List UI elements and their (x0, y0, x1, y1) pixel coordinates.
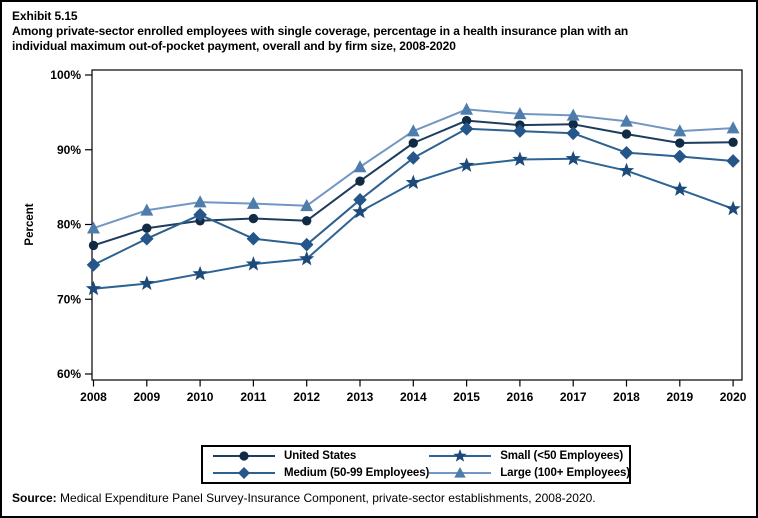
y-axis-tick-label: 70% (57, 292, 81, 306)
chart-title-line-2: individual maximum out-of-pocket payment… (12, 39, 456, 53)
series-line (93, 127, 734, 266)
x-axis-tick-label: 2008 (80, 390, 107, 404)
chart-title-line-1: Among private-sector enrolled employees … (12, 24, 629, 38)
y-axis-title: Percent (24, 203, 36, 245)
circle-legend-marker-icon (213, 451, 275, 461)
y-axis-tick-label: 60% (57, 367, 81, 381)
data-point-marker (299, 250, 315, 266)
x-axis-tick-label: 2020 (720, 390, 747, 404)
data-point-marker (728, 137, 738, 147)
x-axis: 2008 2009 2010 2011 2012 2013 2014 2015 2016 2017… (80, 380, 747, 404)
data-point-marker (246, 196, 260, 209)
x-axis-tick-label: 2015 (453, 390, 480, 404)
data-point-marker (568, 119, 578, 130)
data-point-marker (565, 150, 581, 166)
legend-label: Medium (50-99 Employees) (284, 466, 430, 479)
legend-item-medium-50-99-employees: Medium (50-99 Employees) (213, 465, 429, 481)
y-axis-tick-label: 100% (50, 68, 81, 82)
data-point-marker (460, 102, 474, 115)
data-point-marker (619, 145, 634, 160)
data-point-marker (725, 200, 741, 216)
data-point-marker (672, 181, 688, 196)
x-axis-tick-label: 2017 (560, 390, 587, 404)
data-point-marker (246, 231, 261, 246)
data-point-marker (675, 138, 685, 148)
data-point-marker (245, 256, 262, 271)
data-point-marker (726, 154, 740, 168)
data-point-marker (726, 121, 740, 134)
data-point-marker (192, 265, 208, 281)
data-point-marker (353, 193, 367, 207)
data-point-marker (302, 216, 312, 226)
data-point-marker (193, 195, 207, 208)
star-legend-marker-icon (429, 449, 492, 462)
data-point-marker (87, 221, 100, 234)
legend-label: United States (284, 450, 357, 463)
data-point-marker (86, 258, 101, 272)
data-point-marker (408, 138, 418, 148)
exhibit-number: Exhibit 5.15 (12, 9, 78, 23)
data-point-marker (355, 176, 365, 186)
legend-item-large-100-employees: Large (100+ Employees) (429, 465, 630, 481)
data-point-marker (139, 275, 155, 291)
data-point-marker (406, 124, 420, 137)
data-point-marker (512, 151, 528, 166)
x-axis-tick-label: 2019 (666, 390, 693, 404)
x-axis-tick-label: 2009 (133, 390, 160, 404)
title-block: Exhibit 5.15 Among private-sector enroll… (12, 9, 752, 54)
plot-frame (91, 69, 743, 381)
data-point-marker (458, 157, 475, 172)
data-point-marker (673, 149, 687, 164)
x-axis-tick-label: 2011 (240, 390, 266, 404)
x-axis-tick-label: 2018 (613, 390, 640, 404)
legend-label: Small (<50 Employees) (500, 450, 624, 463)
x-axis-tick-label: 2010 (187, 390, 214, 404)
legend-item-united-states: United States (213, 448, 429, 464)
y-axis-tick-label: 80% (57, 218, 81, 232)
data-point-marker (566, 108, 580, 121)
data-point-marker (406, 151, 421, 165)
legend-item-small-50-employees: Small (<50 Employees) (429, 448, 630, 464)
legend-label: Large (100+ Employees) (500, 466, 631, 479)
y-axis-tick-label: 90% (57, 143, 81, 157)
data-point-marker (673, 124, 687, 137)
data-point-marker (513, 107, 527, 120)
x-axis-tick-label: 2013 (347, 390, 374, 404)
source-note: Source: Medical Expenditure Panel Survey… (12, 491, 596, 505)
series-medium-50-99-employees (86, 122, 740, 272)
data-point-marker (621, 129, 632, 139)
data-point-marker (459, 122, 474, 136)
chart-legend: United States Medium (50-99 Employees) Sma… (201, 445, 631, 484)
source-label: Source: (12, 491, 57, 505)
series-large-100-employees (87, 102, 740, 234)
data-point-marker (618, 162, 635, 178)
data-point-marker (142, 223, 152, 233)
data-point-marker (140, 203, 154, 216)
data-point-marker (248, 213, 259, 224)
x-axis-tick-label: 2014 (400, 390, 427, 404)
x-axis-tick-label: 2016 (507, 390, 534, 404)
data-point-marker (299, 237, 314, 252)
diamond-legend-marker-icon (213, 466, 275, 479)
triangle-legend-marker-icon (429, 466, 492, 478)
data-point-marker (405, 174, 421, 190)
data-point-marker (85, 280, 102, 296)
data-point-marker (566, 126, 580, 141)
data-point-marker (300, 199, 314, 212)
data-point-marker (193, 207, 207, 222)
data-point-marker (352, 203, 368, 219)
series-small-50-employees (85, 150, 741, 296)
data-point-marker (461, 115, 472, 126)
data-point-marker (513, 124, 527, 138)
data-point-marker (140, 231, 154, 246)
y-axis: 60% 70% 80% 90% 100% Percent (24, 68, 92, 381)
data-point-marker (353, 160, 367, 173)
data-point-marker (88, 240, 99, 251)
source-text: Medical Expenditure Panel Survey-Insuran… (56, 491, 596, 505)
x-axis-tick-label: 2012 (293, 390, 320, 404)
data-point-marker (620, 114, 633, 127)
